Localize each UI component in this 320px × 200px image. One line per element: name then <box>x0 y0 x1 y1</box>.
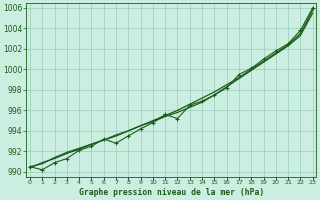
X-axis label: Graphe pression niveau de la mer (hPa): Graphe pression niveau de la mer (hPa) <box>79 188 264 197</box>
